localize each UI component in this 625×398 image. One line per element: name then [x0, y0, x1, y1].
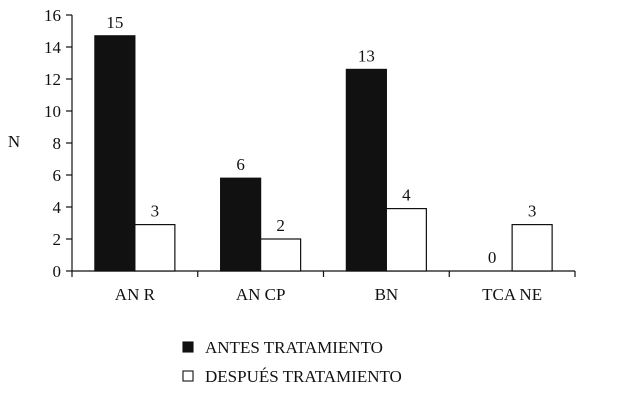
bar — [134, 224, 176, 272]
legend-label: DESPUÉS TRATAMIENTO — [205, 367, 402, 386]
y-tick-label: 16 — [44, 6, 61, 25]
y-tick-label: 10 — [44, 102, 61, 121]
y-axis-label: N — [8, 132, 20, 151]
bar — [260, 238, 302, 272]
legend-swatch — [182, 341, 194, 353]
data-label: 6 — [236, 155, 245, 174]
data-label: 13 — [358, 46, 375, 65]
y-tick-label: 6 — [53, 166, 62, 185]
data-label: 15 — [106, 13, 123, 32]
x-category-label: AN R — [115, 285, 156, 304]
plot-area: 0 2 4 6 8 10 12 14 16 15 3 AN R 6 2 AN CP 13 4 BN 0 3 TCA NE — [44, 6, 576, 304]
data-label: 3 — [528, 202, 537, 221]
bar — [220, 177, 262, 272]
legend-label: ANTES TRATAMIENTO — [205, 338, 383, 357]
y-tick-label: 4 — [53, 198, 62, 217]
x-category-label: TCA NE — [482, 285, 542, 304]
y-tick-label: 2 — [53, 230, 62, 249]
data-label: 3 — [151, 202, 160, 221]
x-category-label: BN — [375, 285, 399, 304]
bar — [511, 224, 553, 272]
y-tick-label: 12 — [44, 70, 61, 89]
legend: ANTES TRATAMIENTO DESPUÉS TRATAMIENTO — [182, 338, 402, 386]
data-label: 2 — [276, 216, 285, 235]
y-tick-label: 0 — [53, 262, 62, 281]
y-tick-label: 14 — [44, 38, 62, 57]
data-label: 0 — [488, 248, 497, 267]
data-label: 4 — [402, 186, 411, 205]
y-tick-label: 8 — [53, 134, 62, 153]
bar — [94, 35, 136, 272]
bar — [385, 208, 427, 272]
bar — [345, 68, 387, 272]
x-category-label: AN CP — [236, 285, 286, 304]
legend-swatch — [182, 370, 194, 382]
